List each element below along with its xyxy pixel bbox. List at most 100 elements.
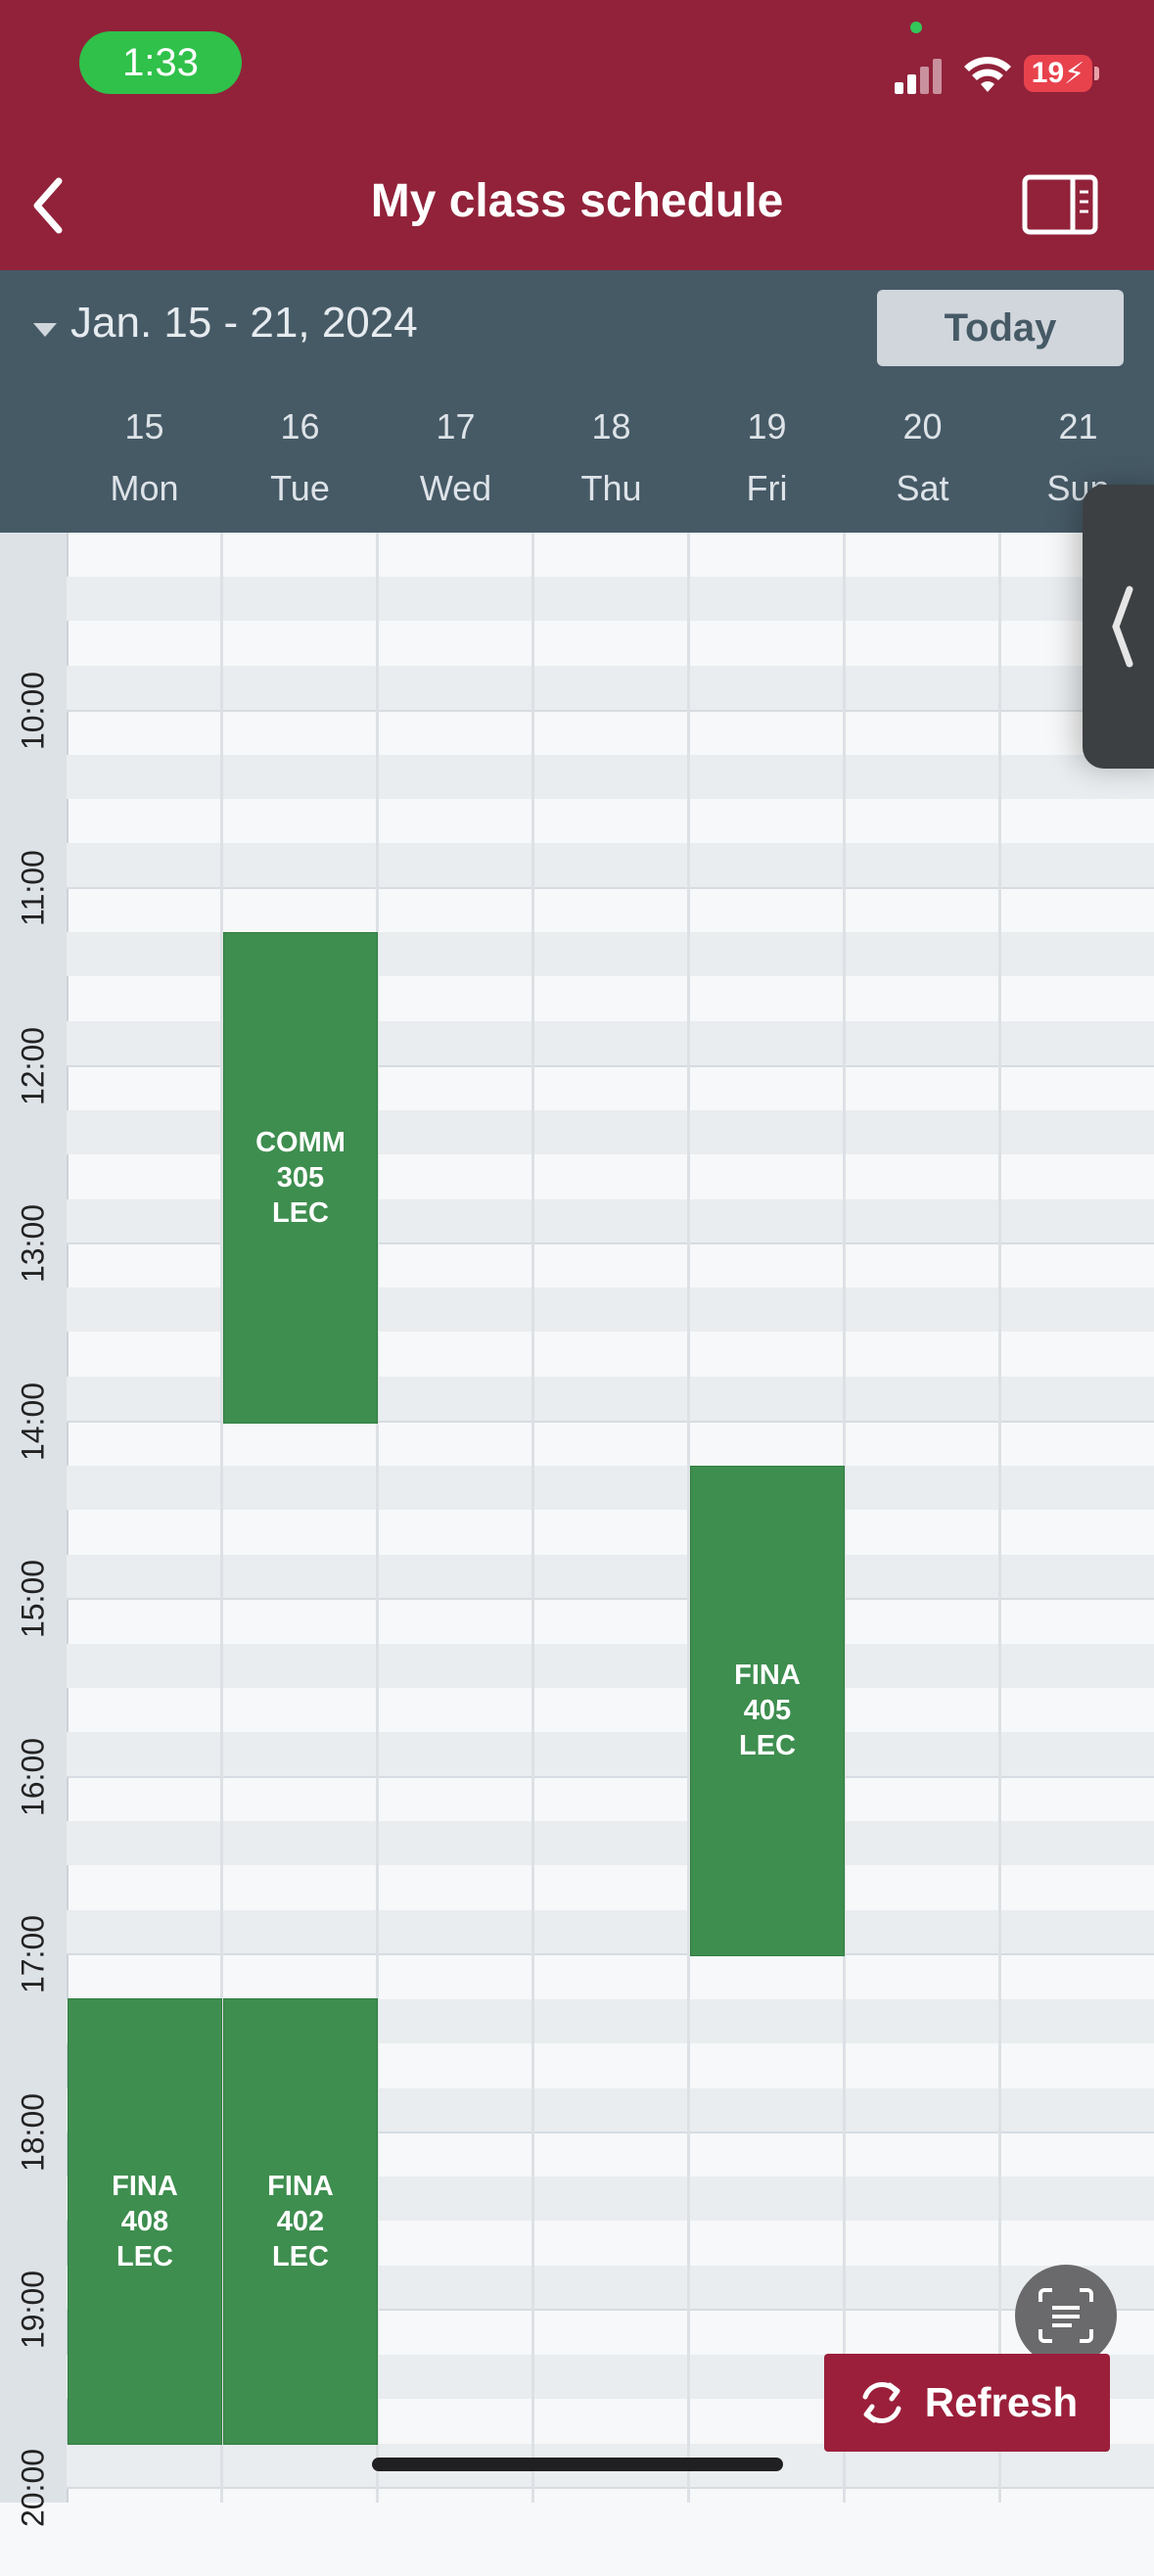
status-time: 1:33 [79, 31, 242, 94]
schedule-grid: 10:00 11:00 12:00 13:00 14:00 15:00 16:00 17:00… [0, 533, 1154, 2527]
day-divider [687, 533, 690, 2503]
hour-label: 11:00 [0, 799, 67, 977]
class-event-line: FINA [267, 2171, 334, 2203]
hour-label: 13:00 [0, 1154, 67, 1333]
hour-gridline [67, 1064, 1154, 1067]
class-event-line: COMM [255, 1126, 346, 1158]
hour-label: 19:00 [0, 2221, 67, 2399]
grid-band [67, 577, 1154, 621]
day-number: 16 [280, 406, 320, 446]
class-event-line: LEC [115, 2241, 173, 2273]
today-button[interactable]: Today [877, 290, 1124, 366]
hour-gridline [67, 709, 1154, 712]
page-title: My class schedule [370, 175, 784, 227]
grid-band [67, 1466, 1154, 1510]
time-column [0, 533, 69, 2503]
hour-gridline [67, 1242, 1154, 1244]
scan-text-button[interactable] [1015, 2265, 1117, 2366]
chevron-left-icon [1112, 585, 1133, 668]
refresh-button[interactable]: Refresh [824, 2354, 1110, 2452]
class-event-line: LEC [738, 1730, 796, 1762]
day-number: 21 [1058, 406, 1098, 446]
cellular-signal-icon [895, 55, 944, 94]
class-event[interactable]: COMM 305 LEC [223, 932, 378, 1424]
refresh-label: Refresh [924, 2379, 1079, 2425]
grid-band [67, 754, 1154, 799]
day-name: Tue [270, 468, 330, 508]
grid-band [67, 665, 1154, 710]
hour-text: 17:00 [15, 1914, 51, 1994]
dropdown-caret-icon[interactable] [33, 323, 57, 337]
home-indicator [372, 2458, 783, 2471]
hour-label: 18:00 [0, 2043, 67, 2222]
hour-text: 16:00 [15, 1737, 51, 1816]
side-panel-icon[interactable] [1022, 174, 1098, 235]
hour-text: 12:00 [15, 1026, 51, 1105]
side-drawer-handle[interactable] [1083, 485, 1154, 769]
class-event-line: 305 [276, 1161, 325, 1194]
day-name: Sat [896, 468, 949, 508]
hour-gridline [67, 1775, 1154, 1778]
day-number: 18 [591, 406, 631, 446]
hour-gridline [67, 887, 1154, 889]
grid-band [67, 843, 1154, 888]
class-event-line: LEC [271, 1196, 329, 1229]
hour-text: 15:00 [15, 1559, 51, 1639]
class-event-line: 408 [120, 2206, 169, 2238]
hour-label: 17:00 [0, 1865, 67, 2043]
hour-text: 11:00 [15, 850, 51, 926]
hour-label: 16:00 [0, 1688, 67, 1866]
class-event-label: FINA 402 LEC [267, 2169, 334, 2274]
hour-gridline [67, 1420, 1154, 1423]
hour-gridline [67, 2486, 1154, 2489]
hour-label: 12:00 [0, 977, 67, 1155]
day-number: 15 [124, 406, 164, 446]
grid-band [67, 1643, 1154, 1688]
scan-text-icon [1039, 2288, 1093, 2343]
class-event-line: 405 [743, 1695, 792, 1727]
hour-gridline [67, 1953, 1154, 1955]
hour-text: 18:00 [15, 2092, 51, 2172]
hour-label: 20:00 [0, 2399, 67, 2576]
hour-text: 10:00 [15, 671, 51, 750]
class-event[interactable]: FINA 402 LEC [223, 1998, 378, 2446]
grid-band [67, 1821, 1154, 1866]
hour-text: 13:00 [15, 1203, 51, 1284]
day-divider [376, 533, 379, 2503]
day-name: Fri [746, 468, 788, 508]
privacy-indicator-icon [910, 22, 922, 33]
day-divider [531, 533, 534, 2503]
back-icon[interactable] [20, 171, 78, 240]
app-header: 1:33 19 ⚡ My class schedule [0, 0, 1154, 270]
class-event-line: FINA [734, 1660, 801, 1692]
hour-label: 15:00 [0, 1510, 67, 1688]
hour-text: 20:00 [15, 2448, 51, 2527]
hour-label: 10:00 [0, 622, 67, 800]
class-event-label: COMM 305 LEC [255, 1125, 346, 1231]
day-divider [220, 533, 223, 2503]
battery-tip [1094, 67, 1099, 80]
grid-band [67, 1732, 1154, 1777]
grid-band [67, 1910, 1154, 1954]
day-number: 19 [747, 406, 787, 446]
hour-gridline [67, 2131, 1154, 2133]
class-event-label: FINA 408 LEC [112, 2169, 178, 2274]
hour-gridline [67, 1598, 1154, 1600]
refresh-icon [862, 2382, 901, 2423]
battery-icon: 19 ⚡ [1024, 55, 1092, 92]
grid-band [67, 1554, 1154, 1599]
class-event-line: 402 [276, 2206, 325, 2238]
week-range-selector[interactable]: Jan. 15 - 21, 2024 [70, 299, 418, 347]
hour-text: 14:00 [15, 1382, 51, 1461]
class-event[interactable]: FINA 405 LEC [690, 1465, 845, 1956]
wifi-icon [964, 57, 1011, 92]
class-event-label: FINA 405 LEC [734, 1658, 801, 1763]
class-event-line: LEC [271, 2241, 329, 2273]
class-event[interactable]: FINA 408 LEC [68, 1998, 222, 2446]
day-name: Mon [110, 468, 179, 508]
hour-gridline [67, 2309, 1154, 2311]
day-number: 17 [436, 406, 476, 446]
day-divider [998, 533, 1001, 2503]
class-event-line: FINA [112, 2171, 178, 2203]
hour-text: 19:00 [15, 2270, 51, 2350]
